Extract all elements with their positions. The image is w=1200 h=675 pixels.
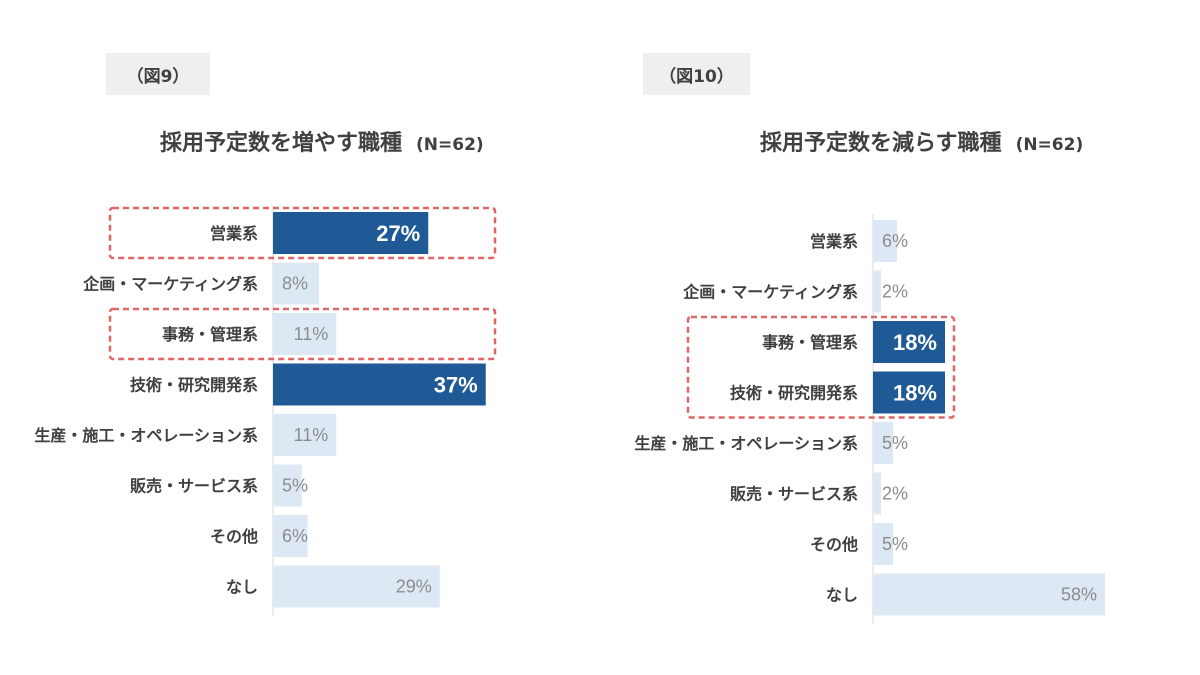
bar [873,371,945,414]
bar [873,220,897,262]
category-label: 事務・管理系 [162,325,258,344]
data-label: 27% [376,221,420,246]
category-label: 事務・管理系 [762,333,858,352]
callout-box [108,206,497,260]
category-label: なし [826,586,858,605]
data-label: 29% [396,577,432,597]
category-label: 営業系 [810,232,858,251]
bar [273,414,337,456]
category-label: 販売・サービス系 [730,485,858,504]
bar [873,523,893,565]
callout-box [686,315,956,419]
chart-title-text: 採用予定数を減らす職種 [760,131,1002,156]
sample-size-label: (N=62) [416,135,484,155]
data-label: 18% [893,330,937,355]
data-label: 5% [882,534,908,554]
bar [873,270,881,313]
data-label: 6% [282,526,308,546]
category-label: その他 [810,535,858,554]
callout-box [108,307,497,361]
chart-title-text: 採用予定数を増やす職種 [160,131,403,156]
bar [273,262,319,305]
bar [273,363,486,406]
bar [273,313,337,355]
category-label: なし [226,578,258,597]
data-label: 58% [1061,585,1097,605]
data-label: 37% [434,373,478,398]
data-label: 5% [882,433,908,453]
category-label: 技術・研究開発系 [730,384,858,403]
bar [873,321,945,363]
figure-tag-10: （図10） [643,53,750,95]
category-label: 企画・マーケティング系 [682,283,858,302]
category-label: 技術・研究開発系 [130,376,258,395]
bar [273,212,429,254]
bar [873,472,881,515]
data-label: 6% [882,231,908,251]
bar [273,565,440,608]
data-label: 8% [282,274,308,294]
data-label: 5% [282,476,308,496]
bar [873,573,1105,616]
bar [873,422,893,464]
figure-tag-9: （図9） [106,53,210,95]
category-label: その他 [210,527,258,546]
chart-title-10: 採用予定数を減らす職種 (N=62) [760,125,1083,157]
data-label: 18% [893,381,937,406]
category-label: 営業系 [210,224,258,243]
bar [273,515,308,557]
category-label: 生産・施工・オペレーション系 [634,434,858,453]
category-label: 企画・マーケティング系 [82,275,258,294]
category-label: 販売・サービス系 [130,477,258,496]
data-label: 2% [882,282,908,302]
chart-title-9: 採用予定数を増やす職種 (N=62) [160,125,484,157]
data-label: 11% [294,425,329,445]
category-label: 生産・施工・オペレーション系 [34,426,258,445]
data-label: 2% [882,484,908,504]
bar [273,464,302,507]
sample-size-label: (N=62) [1015,135,1084,155]
data-label: 11% [294,324,329,344]
